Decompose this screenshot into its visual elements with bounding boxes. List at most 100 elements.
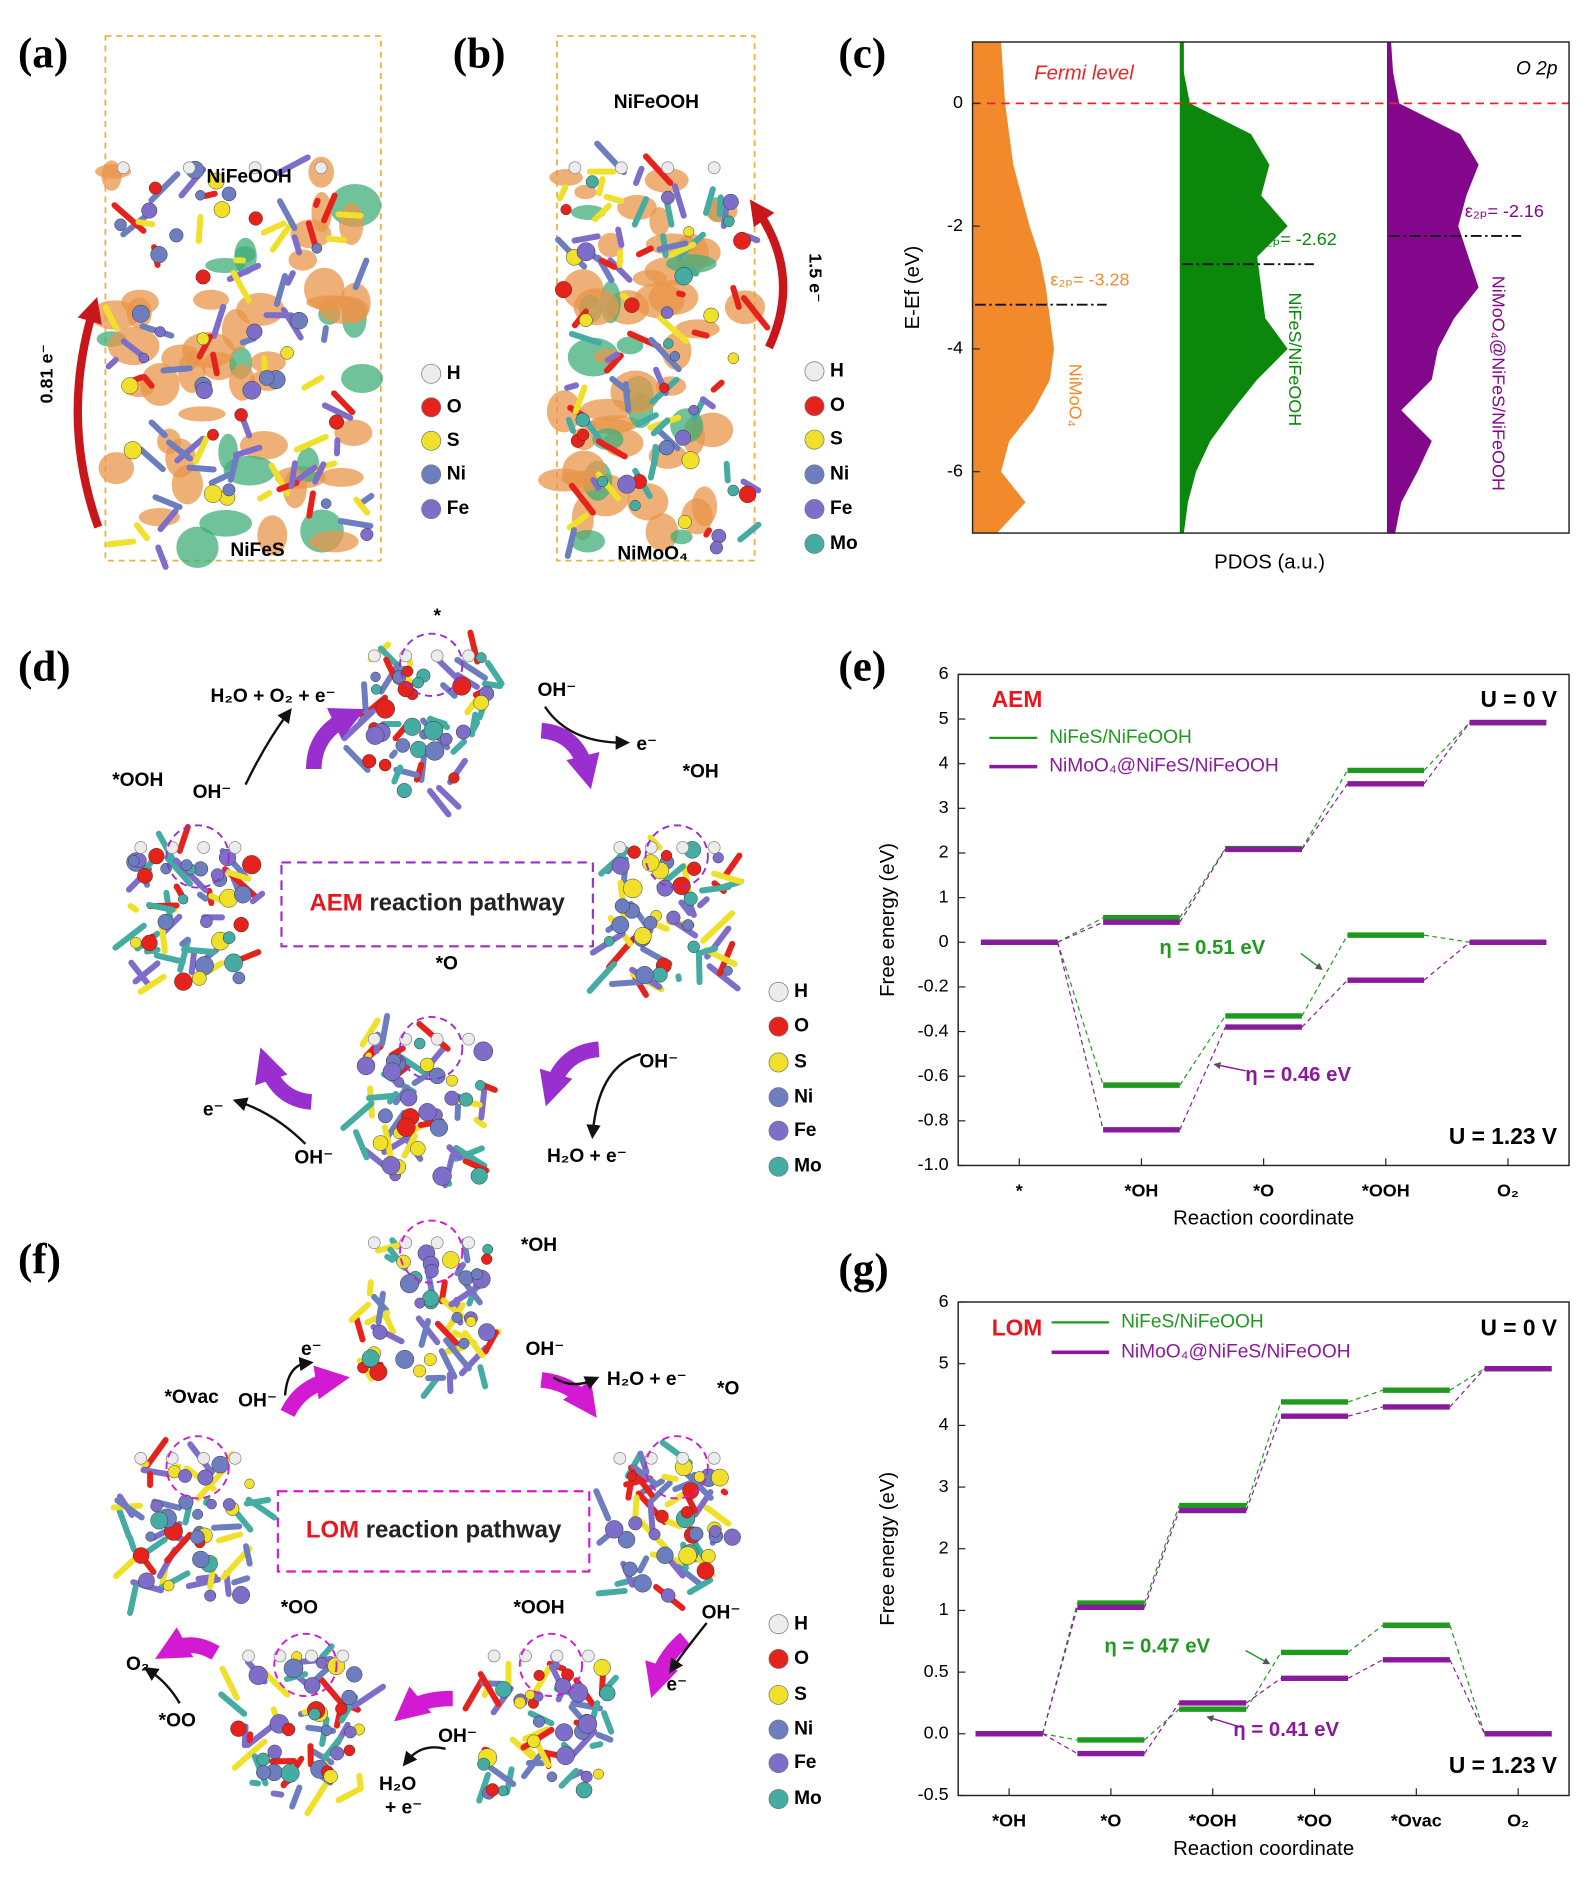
step-label: H₂O + e⁻ — [547, 1146, 627, 1167]
atom — [430, 1236, 444, 1250]
atom — [395, 738, 411, 753]
atom — [495, 1681, 512, 1698]
atom — [707, 161, 721, 175]
legend-label: NiMoO₄@NiFeS/NiFeOOH — [1049, 756, 1279, 777]
atom — [367, 649, 381, 663]
atom — [356, 1056, 376, 1076]
atom — [605, 1520, 624, 1539]
bond — [427, 787, 452, 818]
atom — [213, 201, 231, 218]
atom — [232, 971, 246, 985]
species-arrow — [283, 1356, 314, 1396]
atom — [397, 681, 414, 698]
bond — [722, 852, 743, 879]
step-label: OH⁻ — [526, 1339, 565, 1360]
atom — [683, 226, 695, 238]
atom — [372, 1324, 388, 1340]
atom — [344, 1726, 357, 1739]
atom — [712, 852, 724, 864]
atom — [192, 1550, 210, 1569]
intermediate-label: *OO — [281, 1598, 318, 1619]
bond — [325, 235, 348, 244]
atom — [308, 1708, 321, 1721]
atom — [686, 861, 702, 876]
charge-label: 0.81 e⁻ — [37, 344, 57, 403]
atom — [465, 1316, 477, 1327]
connector — [1301, 783, 1348, 850]
bond — [116, 1508, 132, 1540]
bond — [321, 402, 354, 421]
atom — [481, 1253, 493, 1265]
atom — [455, 724, 471, 740]
charge-density — [610, 370, 661, 414]
atom — [169, 228, 184, 243]
legend-swatch — [804, 464, 825, 485]
bond — [637, 1555, 650, 1574]
atom — [242, 380, 262, 400]
legend-label: Ni — [830, 463, 849, 484]
bond — [477, 1671, 502, 1707]
active-site — [273, 1632, 338, 1698]
atom — [399, 649, 413, 663]
bond — [242, 1543, 253, 1567]
charge-density — [334, 419, 373, 447]
panel-label: (e) — [838, 644, 886, 691]
charge-density — [670, 529, 693, 545]
atom — [145, 1531, 156, 1542]
legend-swatch — [768, 1719, 789, 1740]
bond — [700, 910, 736, 944]
atom — [585, 175, 599, 189]
atom — [473, 1041, 494, 1062]
charge-density — [199, 509, 253, 537]
atom — [150, 1511, 169, 1530]
bond — [446, 1144, 464, 1161]
charge-density — [567, 337, 620, 377]
structure — [112, 823, 266, 995]
x-tick-label: *OOH — [1362, 1181, 1410, 1201]
atom — [414, 1297, 426, 1309]
atom — [633, 1574, 652, 1593]
y-tick-label: 2 — [939, 1538, 949, 1558]
bond — [135, 219, 156, 228]
bond — [706, 963, 741, 992]
atom — [141, 934, 158, 952]
species-arrow — [543, 706, 631, 750]
bond — [608, 978, 645, 987]
step-label: OH⁻ — [193, 782, 232, 803]
atom — [382, 1062, 402, 1081]
connector — [1423, 722, 1471, 785]
atom — [233, 916, 249, 933]
y-tick-label: 0 — [953, 92, 963, 112]
connector — [1347, 1389, 1383, 1403]
atom — [693, 1471, 706, 1483]
atom — [660, 849, 673, 862]
atom — [738, 485, 757, 504]
atom — [180, 859, 193, 872]
bond — [188, 948, 198, 976]
charge-density — [176, 526, 219, 568]
atom — [346, 1666, 363, 1683]
atom — [222, 931, 236, 944]
structure — [462, 1649, 619, 1804]
step-label: H₂O + O₂ + e⁻ — [211, 686, 336, 707]
bond — [720, 1488, 729, 1496]
atom — [423, 1353, 437, 1366]
atom — [635, 966, 654, 985]
y-tick-label: 0.0 — [924, 1723, 949, 1743]
bond — [462, 1676, 486, 1712]
intermediate-label: *OOH — [112, 770, 163, 791]
atom — [234, 408, 248, 422]
atom — [676, 841, 690, 854]
bond — [710, 870, 744, 885]
bond — [353, 496, 371, 516]
connector — [1245, 1652, 1282, 1710]
legend-label: S — [447, 430, 460, 451]
bond — [285, 270, 296, 286]
bond — [568, 330, 602, 346]
atom — [577, 1714, 598, 1734]
bond — [622, 381, 632, 413]
connector — [1042, 1733, 1078, 1755]
atom — [343, 1744, 356, 1757]
bond — [450, 738, 468, 755]
panel-label: (a) — [18, 30, 68, 77]
